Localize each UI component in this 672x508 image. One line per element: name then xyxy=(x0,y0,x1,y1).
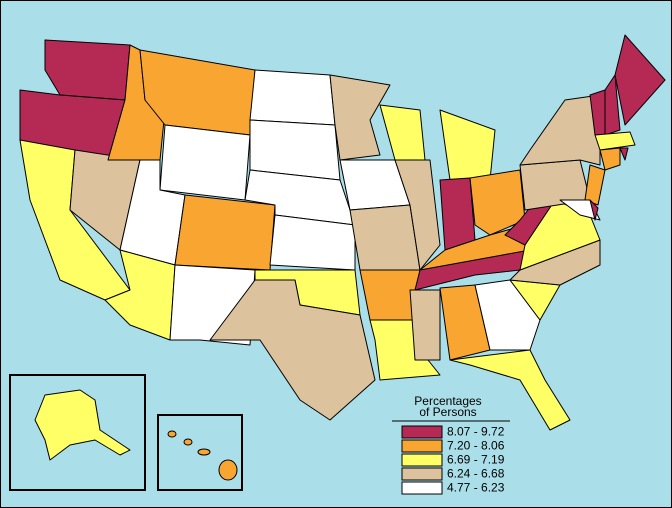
legend-swatch xyxy=(401,425,443,439)
legend-swatch xyxy=(401,481,443,495)
state xyxy=(218,459,238,481)
legend-swatch xyxy=(401,439,443,453)
state xyxy=(604,74,621,136)
state xyxy=(249,69,336,126)
state xyxy=(519,94,601,166)
state xyxy=(469,169,526,236)
state xyxy=(589,199,599,221)
state xyxy=(474,279,541,351)
state xyxy=(394,159,441,271)
legend-label: 6.69 - 7.19 xyxy=(447,453,505,467)
state xyxy=(409,289,441,361)
legend-label: 8.07 - 9.72 xyxy=(447,425,505,439)
legend-title: of Persons xyxy=(419,405,476,419)
legend-label: 7.20 - 8.06 xyxy=(447,439,505,453)
state xyxy=(594,131,636,151)
legend-swatch xyxy=(401,453,443,467)
state xyxy=(34,389,131,461)
state xyxy=(349,204,421,271)
state xyxy=(197,448,211,456)
hawaii-inset xyxy=(157,414,243,491)
state xyxy=(449,349,571,431)
state xyxy=(44,39,131,101)
state xyxy=(614,34,666,126)
state xyxy=(209,279,376,421)
state xyxy=(159,124,251,201)
state xyxy=(414,249,531,291)
state xyxy=(167,430,177,438)
legend: Percentages of Persons 8.07 - 9.727.20 -… xyxy=(392,394,510,495)
alaska-inset xyxy=(9,374,146,491)
state xyxy=(619,147,629,161)
state xyxy=(183,438,193,446)
legend-title: Percentages xyxy=(414,394,481,408)
legend-swatch xyxy=(401,467,443,481)
state xyxy=(439,177,476,251)
hawaii xyxy=(167,430,238,481)
state xyxy=(584,164,606,206)
state xyxy=(174,194,276,271)
state xyxy=(329,74,391,161)
state xyxy=(559,199,601,221)
legend-label: 4.77 - 6.23 xyxy=(447,481,505,495)
state xyxy=(599,147,621,171)
states xyxy=(19,34,666,431)
state xyxy=(269,214,356,271)
legend-label: 6.24 - 6.68 xyxy=(447,467,505,481)
